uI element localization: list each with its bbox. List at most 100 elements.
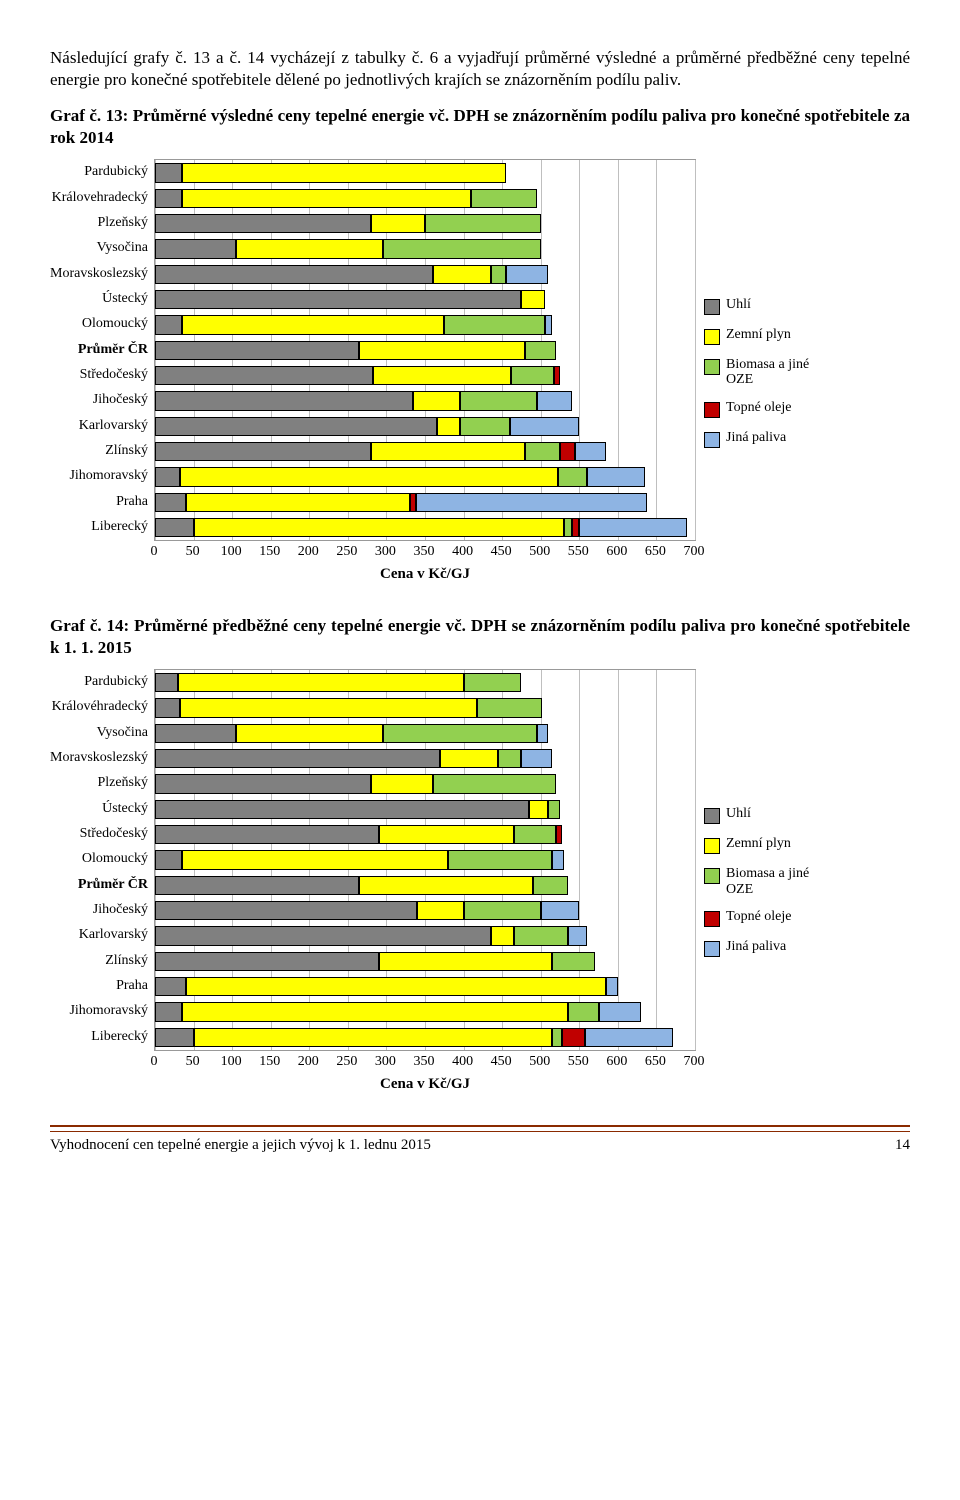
bar-row <box>155 952 695 971</box>
category-label: Ústecký <box>50 286 154 311</box>
bar-segment-uhli <box>155 315 182 334</box>
bar-segment-plyn <box>182 315 444 334</box>
chart1-x-label: Cena v Kč/GJ <box>154 565 696 585</box>
bar-row <box>155 724 695 743</box>
bar-segment-uhli <box>155 417 437 436</box>
bar-row <box>155 774 695 793</box>
bar-row <box>155 265 695 284</box>
x-tick: 350 <box>414 543 435 561</box>
x-tick: 150 <box>259 543 280 561</box>
chart2: PardubickýKrálovéhradeckýVysočinaMoravsk… <box>50 669 910 1095</box>
x-tick: 650 <box>645 1053 666 1071</box>
legend-item-plyn: Zemní plyn <box>704 327 826 345</box>
bar-segment-uhli <box>155 1028 194 1047</box>
bar-segment-plyn <box>521 290 544 309</box>
x-tick: 100 <box>221 543 242 561</box>
x-tick: 200 <box>298 1053 319 1071</box>
bar-segment-uhli <box>155 901 417 920</box>
bar-row <box>155 239 695 258</box>
bar-segment-uhli <box>155 698 180 717</box>
category-label: Liberecký <box>50 1024 154 1049</box>
bar-segment-plyn <box>194 1028 553 1047</box>
x-tick: 300 <box>375 1053 396 1071</box>
bar-segment-uhli <box>155 724 236 743</box>
bar-segment-plyn <box>182 1002 568 1021</box>
bar-segment-uhli <box>155 290 521 309</box>
x-tick: 250 <box>336 543 357 561</box>
bar-segment-plyn <box>236 239 383 258</box>
x-tick: 600 <box>606 1053 627 1071</box>
chart2-plot <box>154 669 696 1051</box>
bar-segment-jina <box>575 442 606 461</box>
bar-segment-jina <box>537 391 572 410</box>
bar-row <box>155 518 695 537</box>
legend-swatch <box>704 941 720 957</box>
bar-segment-biomasa <box>525 442 560 461</box>
bar-segment-biomasa <box>552 952 594 971</box>
legend-swatch <box>704 432 720 448</box>
bar-row <box>155 1002 695 1021</box>
chart1-plot <box>154 159 696 541</box>
category-label: Olomoucký <box>50 311 154 336</box>
bar-segment-uhli <box>155 163 182 182</box>
bar-segment-jina <box>599 1002 641 1021</box>
bar-segment-biomasa <box>425 214 541 233</box>
x-tick: 250 <box>336 1053 357 1071</box>
chart2-x-axis: 0501001502002503003504004505005506006507… <box>154 1051 694 1073</box>
bar-segment-plyn <box>359 341 525 360</box>
x-tick: 450 <box>491 543 512 561</box>
bar-segment-plyn <box>529 800 548 819</box>
bar-row <box>155 467 695 486</box>
bar-segment-uhli <box>155 189 182 208</box>
bar-segment-jina <box>568 926 587 945</box>
bar-segment-plyn <box>371 442 525 461</box>
x-tick: 700 <box>684 543 705 561</box>
category-label: Moravskoslezský <box>50 261 154 286</box>
bar-segment-biomasa <box>464 901 541 920</box>
bar-segment-uhli <box>155 673 178 692</box>
bar-row <box>155 901 695 920</box>
x-tick: 150 <box>259 1053 280 1071</box>
bar-segment-uhli <box>155 442 371 461</box>
chart1-x-axis: 0501001502002503003504004505005506006507… <box>154 541 694 563</box>
x-tick: 200 <box>298 543 319 561</box>
bar-segment-biomasa <box>533 876 568 895</box>
x-tick: 400 <box>452 1053 473 1071</box>
legend-swatch <box>704 808 720 824</box>
bar-segment-oleje <box>556 825 562 844</box>
legend-label: Topné oleje <box>726 909 792 924</box>
bar-segment-uhli <box>155 749 440 768</box>
bar-segment-uhli <box>155 952 379 971</box>
bar-segment-biomasa <box>383 724 537 743</box>
chart1: PardubickýKrálovehradeckýPlzeňskýVysočin… <box>50 159 910 585</box>
category-label: Jihomoravský <box>50 463 154 488</box>
bar-row <box>155 876 695 895</box>
x-tick: 500 <box>529 1053 550 1071</box>
bar-segment-plyn <box>413 391 459 410</box>
bar-segment-plyn <box>186 977 606 996</box>
bar-segment-uhli <box>155 366 373 385</box>
bar-row <box>155 214 695 233</box>
bar-segment-jina <box>510 417 579 436</box>
page-footer: Vyhodnocení cen tepelné energie a jejich… <box>50 1136 910 1156</box>
chart2-title: Graf č. 14: Průměrné předběžné ceny tepe… <box>50 615 910 659</box>
bar-row <box>155 698 695 717</box>
bar-segment-biomasa <box>460 417 510 436</box>
bar-segment-biomasa <box>448 850 552 869</box>
bar-segment-uhli <box>155 774 371 793</box>
bar-segment-uhli <box>155 391 413 410</box>
legend-swatch <box>704 402 720 418</box>
bar-segment-plyn <box>194 518 564 537</box>
bar-segment-plyn <box>491 926 514 945</box>
legend-swatch <box>704 868 720 884</box>
category-label: Královehradecký <box>50 185 154 210</box>
chart2-categories: PardubickýKrálovéhradeckýVysočinaMoravsk… <box>50 669 154 1049</box>
bar-segment-biomasa <box>477 698 543 717</box>
x-tick: 450 <box>491 1053 512 1071</box>
bar-segment-biomasa <box>498 749 521 768</box>
bar-segment-biomasa <box>525 341 556 360</box>
chart1-categories: PardubickýKrálovehradeckýPlzeňskýVysočin… <box>50 159 154 539</box>
bar-segment-uhli <box>155 493 186 512</box>
bar-segment-plyn <box>180 698 477 717</box>
bar-segment-biomasa <box>460 391 537 410</box>
